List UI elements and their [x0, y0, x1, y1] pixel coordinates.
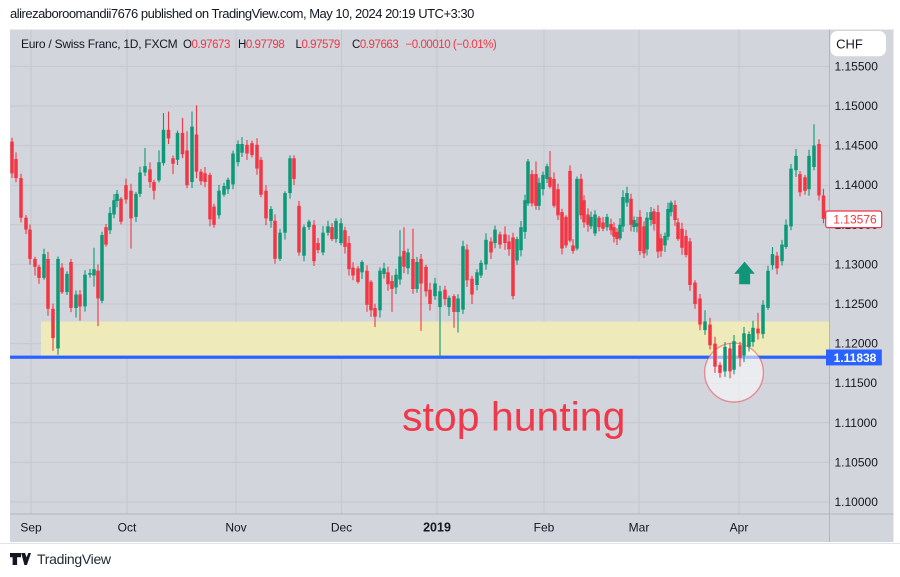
svg-text:1.14500: 1.14500	[835, 139, 879, 153]
svg-text:1.10000: 1.10000	[835, 495, 879, 509]
svg-text:1.12000: 1.12000	[835, 337, 879, 351]
svg-text:CHF: CHF	[836, 36, 863, 51]
svg-text:1.12500: 1.12500	[835, 297, 879, 311]
svg-text:O0.97673: O0.97673	[183, 39, 230, 51]
svg-text:1.10500: 1.10500	[835, 455, 879, 469]
svg-text:Apr: Apr	[730, 521, 749, 535]
svg-text:1.11838: 1.11838	[834, 351, 877, 365]
svg-text:1.11500: 1.11500	[835, 376, 878, 390]
svg-text:Nov: Nov	[225, 521, 246, 535]
svg-text:1.13000: 1.13000	[835, 257, 879, 271]
svg-text:Dec: Dec	[331, 521, 352, 535]
svg-text:Mar: Mar	[629, 521, 650, 535]
svg-text:1.11000: 1.11000	[835, 416, 878, 430]
svg-text:H0.97798: H0.97798	[238, 39, 284, 51]
svg-text:2019: 2019	[423, 521, 451, 535]
svg-text:stop hunting: stop hunting	[402, 394, 625, 440]
svg-text:Oct: Oct	[118, 521, 137, 535]
svg-text:1.15000: 1.15000	[835, 99, 879, 113]
svg-text:1.14000: 1.14000	[835, 178, 879, 192]
svg-text:C0.97663: C0.97663	[352, 39, 398, 51]
svg-text:1.13576: 1.13576	[833, 213, 877, 227]
svg-text:L0.97579: L0.97579	[296, 39, 340, 51]
svg-text:Euro / Swiss Franc, 1D, FXCM: Euro / Swiss Franc, 1D, FXCM	[21, 37, 178, 51]
svg-text:−0.00010 (−0.01%): −0.00010 (−0.01%)	[406, 39, 497, 51]
svg-text:Feb: Feb	[534, 521, 555, 535]
svg-text:Sep: Sep	[20, 521, 42, 535]
svg-text:1.15500: 1.15500	[835, 59, 879, 73]
